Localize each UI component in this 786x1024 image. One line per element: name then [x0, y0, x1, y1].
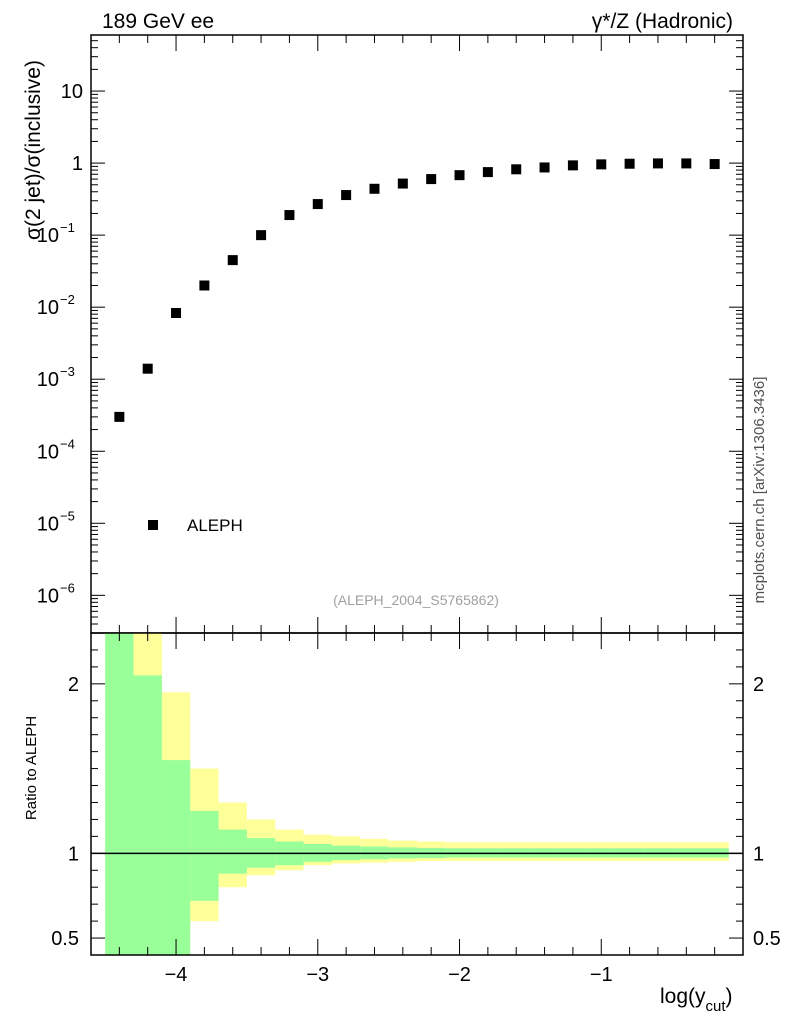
ratio-y-tick-label-right: 0.5 [753, 928, 781, 950]
main-y-axis-label: σ(2 jet)/σ(inclusive) [22, 60, 45, 240]
data-point-aleph [596, 159, 607, 170]
ratio-band-inner-bin [190, 810, 219, 901]
ratio-y-tick-label: 0.5 [51, 928, 79, 950]
data-point-aleph [709, 159, 720, 170]
data-point-aleph [341, 190, 352, 201]
ratio-band-inner-bin [161, 760, 191, 955]
main-y-tick-label: 10 [37, 441, 59, 463]
data-point-aleph [681, 158, 692, 169]
main-y-tick-exponent: −2 [60, 292, 75, 307]
main-y-tick-label: 10 [61, 81, 83, 103]
data-point-aleph [227, 255, 238, 266]
ratio-band-inner-bin [133, 675, 162, 955]
x-axis-label: log(ycut) [660, 985, 733, 1015]
legend-marker [148, 520, 158, 530]
data-point-aleph [397, 178, 408, 189]
data-point-aleph [142, 363, 153, 374]
data-point-aleph [482, 167, 493, 178]
main-y-tick-label: 1 [72, 153, 83, 175]
ratio-x-tick-label: −4 [165, 964, 188, 986]
data-point-aleph [369, 183, 380, 194]
ratio-x-tick-label: −2 [448, 964, 471, 986]
labels-layer: 189 GeV ee γ*/Z (Hadronic) (ALEPH_2004_S… [22, 10, 768, 820]
main-y-tick-exponent: −5 [60, 508, 75, 523]
data-point-aleph [652, 158, 663, 169]
data-point-aleph [426, 174, 437, 185]
data-point-aleph [567, 160, 578, 171]
legend-label: ALEPH [187, 516, 243, 535]
main-y-tick-exponent: −4 [60, 436, 75, 451]
data-point-aleph [539, 162, 550, 173]
data-point-aleph [114, 411, 125, 422]
ratio-x-tick-label: −1 [590, 964, 613, 986]
ratio-y-tick-label-right: 2 [753, 674, 764, 696]
data-point-aleph [454, 170, 465, 181]
main-y-tick-label: 10 [37, 369, 59, 391]
ratio-band-inner-bin [218, 829, 247, 874]
ratio-y-tick-label: 1 [68, 843, 79, 865]
ratio-panel: −4 −3 −2 −1 log(ycut) 2 2 1 1 0.5 0.5 [51, 632, 781, 1015]
header-right: γ*/Z (Hadronic) [592, 10, 733, 33]
data-point-aleph [284, 210, 295, 221]
ratio-y-tick-label: 2 [68, 674, 79, 696]
data-point-aleph [256, 230, 267, 241]
ratio-band-inner-bin [105, 633, 134, 955]
header-left: 189 GeV ee [102, 10, 214, 33]
ratio-y-axis-label: Ratio to ALEPH [23, 716, 40, 820]
main-y-tick-exponent: −3 [60, 364, 75, 379]
main-y-tick-exponent: −6 [60, 580, 75, 595]
ratio-frame [90, 632, 744, 956]
data-point-aleph [624, 158, 635, 169]
main-y-tick-exponent: −1 [60, 220, 75, 235]
data-point-aleph [511, 164, 522, 175]
main-y-tick-label: 10 [37, 297, 59, 319]
data-point-aleph [199, 280, 210, 291]
analysis-label: (ALEPH_2004_S5765862) [333, 592, 499, 608]
ratio-x-tick-label: −3 [306, 964, 329, 986]
side-label: mcplots.cern.ch [arXiv:1306.3436] [751, 377, 768, 604]
main-y-tick-label: 10 [37, 513, 59, 535]
data-point-aleph [171, 308, 182, 319]
main-frame [90, 34, 744, 634]
ratio-y-tick-label-right: 1 [753, 843, 764, 865]
main-y-tick-label: 10 [37, 585, 59, 607]
main-y-tick-label: 10 [37, 225, 59, 247]
data-point-aleph [312, 199, 323, 210]
